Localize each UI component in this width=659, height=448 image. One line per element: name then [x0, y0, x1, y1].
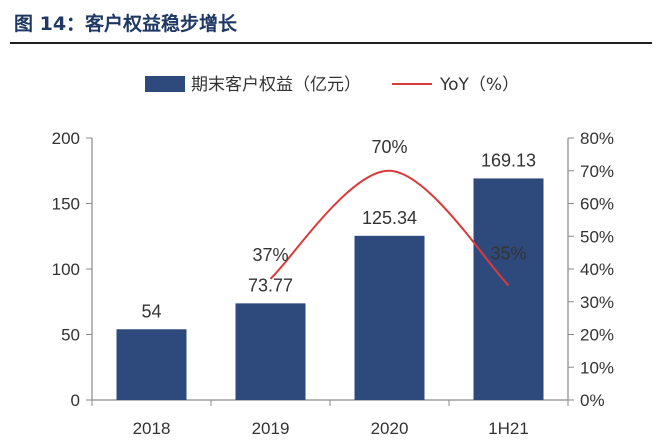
left-tick-label: 200: [52, 129, 80, 148]
right-tick-label: 70%: [580, 162, 614, 181]
figure-title: 图 14：客户权益稳步增长: [14, 13, 238, 35]
right-tick-label: 40%: [580, 260, 614, 279]
title-rule: [10, 42, 652, 44]
bar-value-label: 73.77: [248, 275, 293, 295]
yoy-value-label: 70%: [371, 137, 407, 157]
bar-2020: [354, 235, 425, 400]
bar-2019: [235, 303, 306, 400]
left-tick-label: 50: [61, 326, 80, 345]
x-tick-label: 2019: [252, 419, 290, 438]
yoy-value-label: 37%: [252, 245, 288, 265]
bar-2018: [116, 329, 187, 400]
right-tick-label: 50%: [580, 227, 614, 246]
bar-1H21: [473, 178, 544, 400]
right-tick-label: 30%: [580, 293, 614, 312]
bar-value-label: 169.13: [481, 150, 536, 170]
x-tick-label: 2018: [133, 419, 171, 438]
right-tick-label: 0%: [580, 391, 605, 410]
left-tick-label: 150: [52, 195, 80, 214]
legend-bar-label: 期末客户权益（亿元）: [191, 75, 361, 95]
right-tick-label: 80%: [580, 129, 614, 148]
legend-line-label: YoY（%）: [439, 75, 519, 95]
right-tick-label: 10%: [580, 358, 614, 377]
left-tick-label: 100: [52, 260, 80, 279]
x-tick-label: 2020: [371, 419, 409, 438]
legend-bar-swatch: [145, 76, 185, 92]
right-tick-label: 20%: [580, 326, 614, 345]
left-tick-label: 0: [71, 391, 80, 410]
x-tick-label: 1H21: [488, 419, 529, 438]
right-tick-label: 60%: [580, 195, 614, 214]
yoy-value-label: 35%: [490, 243, 526, 263]
bar-value-label: 125.34: [362, 208, 417, 228]
bar-value-label: 54: [141, 301, 161, 321]
